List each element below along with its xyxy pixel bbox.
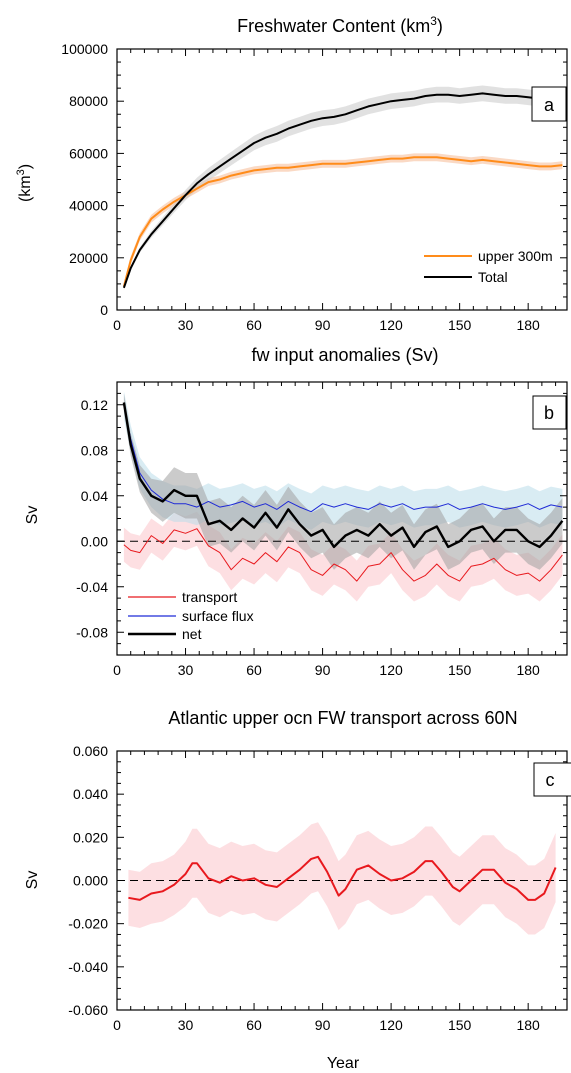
panel-b-y-axis-label: Sv [24, 506, 41, 525]
panel-c-title: Atlantic upper ocn FW transport across 6… [168, 708, 517, 728]
panel-b-y-tick-label: 0.08 [81, 442, 108, 458]
panel-b-y-tick-label: -0.04 [76, 579, 108, 595]
panel-a-x-tick-label: 180 [516, 317, 540, 333]
panel-b-series-line-1 [123, 404, 563, 513]
panel-c-y-tick-label: -0.020 [68, 916, 108, 932]
panel-c-series-line-0 [128, 855, 557, 901]
panel-a-y-tick-label: 0 [100, 302, 108, 318]
panel-c-x-tick-label: 0 [113, 1017, 121, 1033]
panel-c-frame [116, 750, 568, 1011]
panel-b-x-tick-label: 90 [315, 662, 331, 678]
panel-b-plot: 0 30 60 90 120 150 180 -0.08 -0.04 0.00 0.04 0.08 0.… [76, 381, 567, 678]
panel-a-legend: upper 300m Total [424, 248, 553, 285]
panel-b-y-tick-label: 0.12 [81, 397, 108, 413]
panel-b-x-tick-label: 30 [178, 662, 194, 678]
panel-c-x-tick-label: 120 [379, 1017, 403, 1033]
panel-b-x-tick-label: 60 [246, 662, 262, 678]
panel-b-series-line-0 [123, 528, 563, 582]
panel-a: Freshwater Content (km3) (km3) 0 30 60 90 12… [15, 14, 568, 333]
panel-c-y-tick-label: 0.040 [73, 786, 108, 802]
panel-c-y-axis-label: Sv [24, 871, 41, 890]
panel-b-x-tick-label: 150 [448, 662, 472, 678]
legend-label-upper-300m: upper 300m [478, 248, 553, 264]
panel-a-y-tick-label: 20000 [69, 250, 108, 266]
panel-b: fw input anomalies (Sv) Sv 0 30 60 90 120 150… [24, 345, 568, 678]
panel-c-y-tick-label: 0.020 [73, 829, 108, 845]
panel-a-y-axis-label: (km3) [15, 164, 34, 202]
panel-a-title: Freshwater Content (km3) [237, 14, 443, 36]
panel-b-legend: transport surface flux net [128, 589, 254, 642]
panel-a-x-tick-label: 0 [113, 317, 121, 333]
panel-a-x-tick-label: 60 [246, 317, 262, 333]
panel-a-series-line-1 [122, 92, 563, 289]
panel-b-y-tick-label: -0.08 [76, 624, 108, 640]
panel-c-y-tick-label: 0.060 [73, 743, 108, 759]
legend-label-net: net [182, 626, 202, 642]
panel-c-x-tick-label: 30 [178, 1017, 194, 1033]
panel-c-x-axis-label: Year [327, 1055, 360, 1072]
panel-a-letter-box [531, 86, 567, 122]
panel-c-y-tick-label: -0.060 [68, 1002, 108, 1018]
panel-b-x-tick-label: 180 [516, 662, 540, 678]
panel-b-series-line-2 [122, 402, 564, 549]
panel-c-x-tick-label: 180 [516, 1017, 540, 1033]
panel-b-title: fw input anomalies (Sv) [251, 345, 438, 365]
panel-a-y-tick-label: 60000 [69, 145, 108, 161]
panel-b-y-tick-label: 0.04 [81, 488, 108, 504]
panel-a-x-tick-label: 120 [379, 317, 403, 333]
legend-label-surface-flux: surface flux [182, 608, 254, 624]
panel-b-letter: b [544, 403, 554, 423]
panel-a-x-tick-label: 30 [178, 317, 194, 333]
panel-c-x-tick-label: 60 [246, 1017, 262, 1033]
panel-b-x-tick-label: 120 [379, 662, 403, 678]
panel-c-x-tick-label: 90 [315, 1017, 331, 1033]
panel-b-band-2 [123, 393, 563, 570]
panel-b-x-tick-label: 0 [113, 662, 121, 678]
panel-b-letter-box [532, 395, 567, 430]
panel-a-series-line-0 [122, 156, 563, 287]
panel-c-letter-box [533, 762, 571, 797]
panel-a-x-tick-label: 150 [448, 317, 472, 333]
panel-a-frame [116, 48, 568, 311]
panel-a-x-tick-label: 90 [315, 317, 331, 333]
panel-a-y-tick-label: 40000 [69, 198, 108, 214]
panel-a-band-0 [123, 153, 563, 291]
panel-b-band-1 [123, 391, 563, 530]
panel-c: Atlantic upper ocn FW transport across 6… [24, 708, 571, 1072]
panel-b-y-tick-label: 0.00 [81, 533, 108, 549]
panel-b-frame [116, 381, 568, 656]
panel-c-y-tick-label: -0.040 [68, 959, 108, 975]
legend-label-transport: transport [182, 589, 237, 605]
panel-c-plot: 0 30 60 90 120 150 180 -0.060 -0.040 -0.020 0.000 0… [68, 743, 567, 1033]
panel-c-y-tick-label: 0.000 [73, 873, 108, 889]
panel-c-letter: c [546, 770, 555, 790]
panel-c-x-tick-label: 150 [448, 1017, 472, 1033]
panel-a-letter: a [544, 95, 555, 115]
panel-a-plot: 0 30 60 90 120 150 180 0 20000 40000 60000 80000 100… [61, 41, 567, 333]
panel-a-y-tick-label: 100000 [61, 41, 108, 57]
legend-label-total: Total [478, 269, 508, 285]
panel-a-y-tick-label: 80000 [69, 93, 108, 109]
panel-c-band-0 [128, 822, 556, 935]
